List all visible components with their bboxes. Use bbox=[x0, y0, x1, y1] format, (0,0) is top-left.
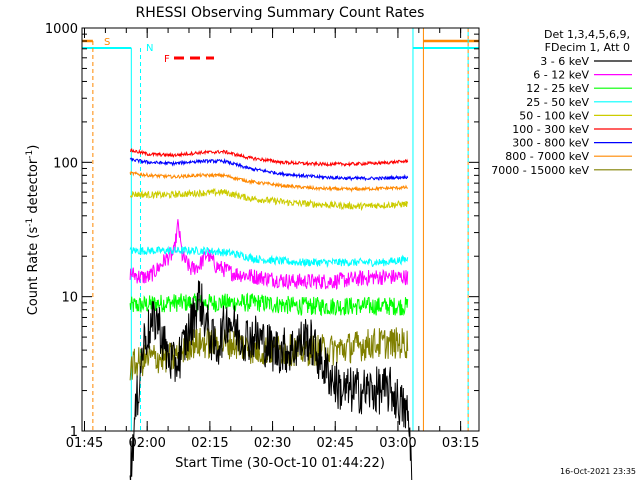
series-group bbox=[129, 148, 413, 480]
x-tick-label: 02:15 bbox=[191, 436, 228, 451]
observing-flags: S NF bbox=[82, 28, 479, 431]
flare-flag-label: F bbox=[164, 54, 170, 65]
series-line bbox=[129, 157, 409, 182]
series-line bbox=[130, 148, 409, 168]
y-tick-label: 10 bbox=[61, 291, 78, 306]
legend-entry-label: 100 - 300 keV bbox=[512, 123, 589, 136]
legend-entry-label: 50 - 100 keV bbox=[519, 109, 589, 122]
plot-frame bbox=[81, 27, 480, 432]
legend-entry-label: 3 - 6 keV bbox=[540, 55, 589, 68]
legend-header-2: FDecim 1, Att 0 bbox=[545, 41, 630, 54]
series-line bbox=[129, 245, 409, 269]
series-line bbox=[129, 280, 413, 480]
x-axis: 01:45 02:00 02:15 02:30 02:45 03:00 03:15 bbox=[66, 28, 479, 451]
y-tick-label: 1 bbox=[70, 425, 78, 440]
legend-entry-label: 300 - 800 keV bbox=[512, 137, 589, 150]
x-tick-label: 03:15 bbox=[442, 436, 479, 451]
x-tick-label: 03:00 bbox=[379, 436, 416, 451]
y-axis-label: Count Rate (s-1 detector-1) bbox=[25, 145, 41, 316]
legend-entry-label: 800 - 7000 keV bbox=[505, 150, 589, 163]
legend-entry-label: 6 - 12 keV bbox=[533, 69, 589, 82]
series-line bbox=[129, 219, 409, 291]
series-line bbox=[129, 292, 409, 317]
legend-entry-label: 7000 - 15000 keV bbox=[491, 164, 589, 177]
chart-title: RHESSI Observing Summary Count Rates bbox=[136, 5, 425, 21]
x-tick-label: 02:45 bbox=[317, 436, 354, 451]
night-flag-label: N bbox=[146, 43, 153, 54]
y-tick-label: 100 bbox=[53, 156, 78, 171]
x-tick-label: 01:45 bbox=[66, 436, 103, 451]
series-line bbox=[129, 187, 409, 212]
x-tick-label: 02:30 bbox=[254, 436, 291, 451]
saa-flag-label: S bbox=[104, 37, 110, 48]
y-tick-label: 1000 bbox=[45, 22, 78, 37]
legend-header-1: Det 1,3,4,5,6,9, bbox=[544, 28, 630, 41]
footer-date: 16-Oct-2021 23:35 bbox=[560, 467, 636, 476]
legend-entry-label: 25 - 50 keV bbox=[526, 96, 589, 109]
y-axis: 1 10 100 1000 bbox=[45, 22, 479, 440]
legend: Det 1,3,4,5,6,9, FDecim 1, Att 0 3 - 6 k… bbox=[491, 28, 632, 177]
legend-entry-label: 12 - 25 keV bbox=[526, 82, 589, 95]
x-axis-label: Start Time (30-Oct-10 01:44:22) bbox=[175, 456, 385, 471]
x-tick-label: 02:00 bbox=[128, 436, 165, 451]
series-line bbox=[129, 170, 409, 193]
